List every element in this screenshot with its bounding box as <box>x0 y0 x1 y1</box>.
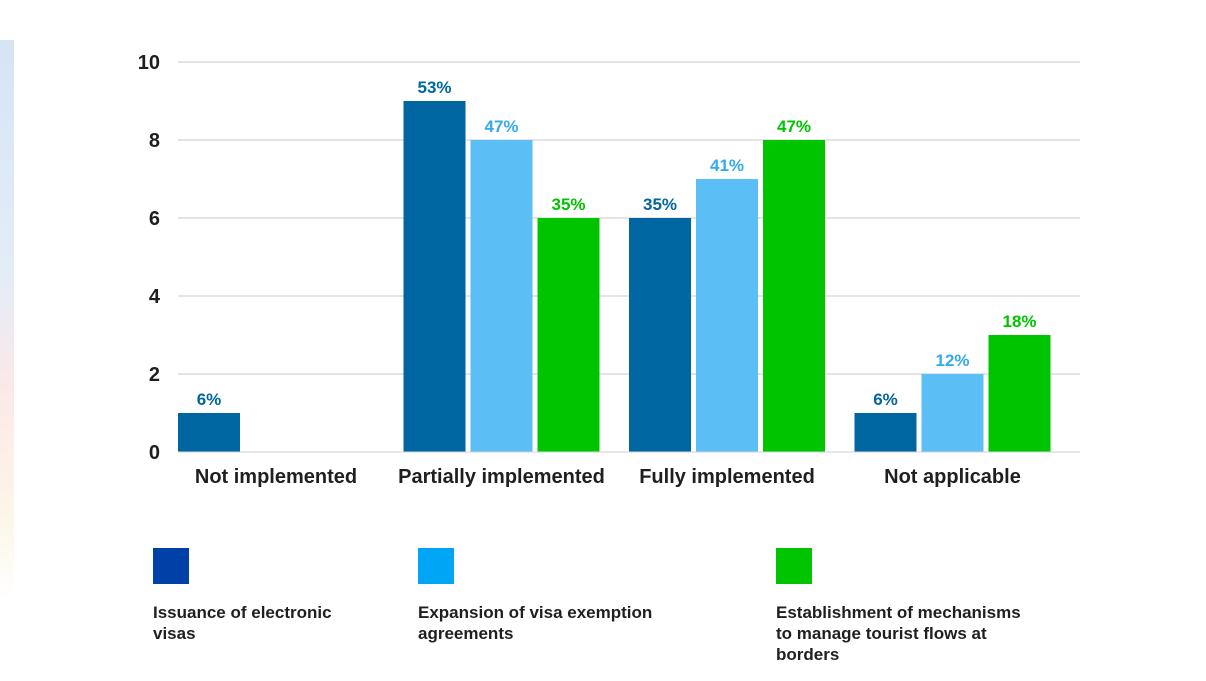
bar <box>696 179 758 452</box>
y-tick-label: 0 <box>149 442 160 464</box>
bar <box>470 140 533 452</box>
legend-label-line: Expansion of visa exemption <box>418 603 653 622</box>
bar-data-label: 12% <box>935 351 969 370</box>
legend-label-line: visas <box>153 624 196 643</box>
bar <box>403 101 466 452</box>
y-tick-label: 4 <box>149 286 161 308</box>
legend-item-visa-exemption: Expansion of visa exemption agreements <box>418 548 652 644</box>
legend-swatch-visa-exemption <box>418 548 454 584</box>
bar <box>537 218 600 452</box>
legend-label-line: agreements <box>418 624 514 643</box>
legend-label-visa-exemption: Expansion of visa exemption agreements <box>418 602 652 644</box>
legend-item-tourist-flows: Establishment of mechanisms to manage to… <box>776 548 1021 665</box>
bar-chart: 0 2 4 6 8 10 6% Not implemented 53% 47% 35% Partial… <box>138 52 1080 488</box>
bar-data-label: 35% <box>643 195 677 214</box>
legend-label-tourist-flows: Establishment of mechanisms to manage to… <box>776 602 1021 665</box>
x-category-label: Partially implemented <box>398 466 605 488</box>
bar <box>988 335 1051 452</box>
decorative-left-stripe <box>0 40 14 600</box>
bar-data-label: 6% <box>873 390 898 409</box>
y-tick-label: 6 <box>149 208 160 230</box>
y-tick-label: 8 <box>149 130 160 152</box>
bar-data-label: 35% <box>551 195 585 214</box>
bar-data-label: 47% <box>777 117 811 136</box>
legend-label-line: Establishment of mechanisms <box>776 603 1021 622</box>
legend-label-line: borders <box>776 645 840 664</box>
bar-data-label: 18% <box>1002 312 1036 331</box>
bar-data-label: 41% <box>710 156 744 175</box>
bar <box>854 413 917 452</box>
legend-label-electronic-visas: Issuance of electronic visas <box>153 602 332 644</box>
legend-item-electronic-visas: Issuance of electronic visas <box>153 548 332 644</box>
y-tick-label: 2 <box>149 364 160 386</box>
bar <box>921 374 984 452</box>
legend-swatch-tourist-flows <box>776 548 812 584</box>
x-category-label: Fully implemented <box>639 466 815 488</box>
bar <box>763 140 825 452</box>
bar <box>629 218 691 452</box>
legend-label-line: to manage tourist flows at <box>776 624 987 643</box>
bar-data-label: 53% <box>417 78 451 97</box>
legend-label-line: Issuance of electronic <box>153 603 332 622</box>
bar-data-label: 6% <box>197 390 222 409</box>
x-category-label: Not implemented <box>195 466 357 488</box>
y-tick-label: 10 <box>138 52 160 74</box>
legend-swatch-electronic-visas <box>153 548 189 584</box>
bar <box>178 413 240 452</box>
bar-data-label: 47% <box>484 117 518 136</box>
x-category-label: Not applicable <box>884 466 1021 488</box>
